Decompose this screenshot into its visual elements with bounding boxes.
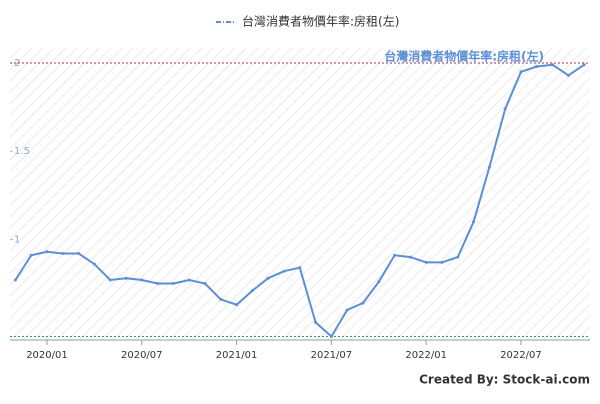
point (108, 278, 112, 282)
point (235, 303, 239, 307)
point (250, 289, 254, 293)
point (171, 282, 175, 286)
point (124, 276, 128, 280)
series-annotation: 台灣消費者物價年率:房租(左) (384, 49, 544, 64)
point (424, 260, 428, 264)
point (187, 278, 191, 282)
x-tick-label: 2020/01 (26, 350, 68, 361)
point (329, 334, 333, 338)
x-tick-label: 2021/01 (216, 350, 258, 361)
point (77, 252, 81, 256)
point (535, 65, 539, 69)
point (361, 301, 365, 305)
point (314, 320, 318, 324)
plot-area (10, 48, 590, 340)
point (566, 73, 570, 77)
y-tick-label: 2 (14, 58, 20, 69)
point (551, 63, 555, 67)
point (156, 282, 160, 286)
point (140, 278, 144, 282)
point (298, 266, 302, 270)
x-tick-label: 2021/07 (311, 350, 353, 361)
y-tick-label: 1 (14, 234, 20, 245)
point (487, 165, 491, 169)
point (45, 250, 49, 254)
x-tick-label: 2020/07 (121, 350, 163, 361)
point (377, 280, 381, 284)
point (440, 260, 444, 264)
point (203, 282, 207, 286)
point (282, 269, 286, 273)
point (582, 63, 586, 67)
point (29, 253, 33, 257)
x-tick-label: 2022/01 (405, 350, 447, 361)
x-tick-label: 2022/07 (500, 350, 542, 361)
credit: Created By: Stock-ai.com (419, 373, 590, 387)
point (13, 278, 17, 282)
point (266, 276, 270, 280)
legend-label: 台灣消費者物價年率:房租(左) (242, 14, 399, 29)
point (503, 107, 507, 111)
point (219, 297, 223, 301)
point (456, 255, 460, 259)
point (345, 308, 349, 312)
point (472, 220, 476, 224)
point (61, 252, 65, 256)
point (92, 262, 96, 266)
point (408, 255, 412, 259)
point (393, 253, 397, 257)
y-tick-label: 1.5 (14, 146, 30, 157)
point (519, 70, 523, 74)
